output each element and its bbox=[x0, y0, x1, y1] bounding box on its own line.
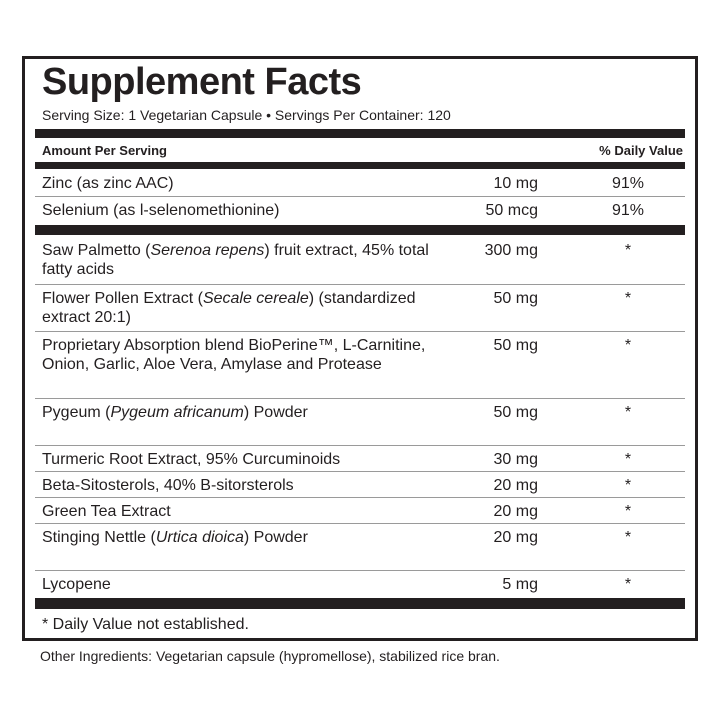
ingredient-amount: 50 mcg bbox=[485, 202, 538, 219]
name-text: ( bbox=[197, 290, 203, 307]
ingredient-name: Saw Palmetto (Serenoa repens) fruit extr… bbox=[42, 241, 462, 279]
panel-title: Supplement Facts bbox=[42, 61, 362, 103]
ingredient-amount: 20 mg bbox=[493, 477, 538, 494]
divider-thick bbox=[35, 598, 685, 609]
latin-name: Urtica dioica bbox=[155, 529, 244, 546]
ingredient-row: Proprietary Absorption blend BioPerine™,… bbox=[35, 332, 685, 399]
divider-thick bbox=[35, 225, 685, 235]
ingredient-amount: 20 mg bbox=[493, 529, 538, 546]
name-text: Beta-Sitosterols, 40% B-sitorsterols bbox=[42, 477, 294, 494]
name-text: Lycopene bbox=[42, 576, 111, 593]
name-text: Saw Palmetto ( bbox=[42, 242, 151, 259]
ingredient-row: Pygeum (Pygeum africanum) Powder 50 mg * bbox=[35, 399, 685, 446]
serving-info: Serving Size: 1 Vegetarian Capsule • Ser… bbox=[42, 107, 451, 123]
ingredient-amount: 50 mg bbox=[493, 290, 538, 307]
ingredient-amount: 10 mg bbox=[493, 175, 538, 192]
ingredient-name: Beta-Sitosterols, 40% B-sitorsterols bbox=[42, 476, 462, 495]
ingredient-name: Pygeum (Pygeum africanum) Powder bbox=[42, 403, 462, 422]
ingredient-amount: 30 mg bbox=[493, 451, 538, 468]
ingredient-daily-value: * bbox=[624, 242, 632, 259]
ingredient-amount: 50 mg bbox=[493, 337, 538, 354]
footnote: * Daily Value not established. bbox=[42, 616, 249, 633]
name-text: ) Powder bbox=[243, 404, 308, 421]
ingredient-name: Stinging Nettle (Urtica dioica) Powder bbox=[42, 528, 462, 547]
ingredient-amount: 50 mg bbox=[493, 404, 538, 421]
ingredient-daily-value: * bbox=[624, 404, 632, 421]
daily-value-header: % Daily Value bbox=[599, 143, 683, 158]
name-text: Stinging Nettle ( bbox=[42, 529, 156, 546]
ingredient-name: Green Tea Extract bbox=[42, 502, 462, 521]
name-text: Selenium (as l-selenomethionine) bbox=[42, 202, 280, 219]
ingredient-daily-value: * bbox=[624, 451, 632, 468]
name-text: Green Tea Extract bbox=[42, 503, 171, 520]
name-text: ) fruit extract, 45% total fatty acids bbox=[42, 242, 429, 278]
divider-thick bbox=[35, 129, 685, 138]
ingredient-daily-value: * bbox=[624, 290, 632, 307]
ingredient-row: Lycopene 5 mg * bbox=[35, 571, 685, 596]
ingredient-daily-value: * bbox=[624, 503, 632, 520]
ingredient-row: Stinging Nettle (Urtica dioica) Powder 20… bbox=[35, 524, 685, 571]
column-header: Amount Per Serving % Daily Value bbox=[42, 141, 683, 161]
name-text: Pygeum ( bbox=[42, 404, 111, 421]
ingredient-name: Lycopene bbox=[42, 575, 462, 594]
ingredient-amount: 5 mg bbox=[502, 576, 538, 593]
name-text: ) Powder bbox=[243, 529, 308, 546]
ingredient-name: Flower Pollen Extract (Secale cereale) (… bbox=[42, 289, 462, 327]
ingredient-daily-value: 91% bbox=[611, 202, 645, 219]
ingredient-row: Green Tea Extract 20 mg * bbox=[35, 498, 685, 524]
ingredient-row: Saw Palmetto (Serenoa repens) fruit extr… bbox=[35, 237, 685, 285]
ingredient-daily-value: * bbox=[624, 576, 632, 593]
ingredient-row: Beta-Sitosterols, 40% B-sitorsterols 20 m… bbox=[35, 472, 685, 498]
ingredient-amount: 20 mg bbox=[493, 503, 538, 520]
ingredient-row: Flower Pollen Extract (Secale cereale) (… bbox=[35, 285, 685, 332]
amount-per-serving-header: Amount Per Serving bbox=[42, 143, 167, 158]
divider-medium bbox=[35, 162, 685, 169]
ingredient-name: Proprietary Absorption blend BioPerine™,… bbox=[42, 336, 462, 374]
ingredient-daily-value: * bbox=[624, 477, 632, 494]
supplement-facts-panel: Supplement Facts Serving Size: 1 Vegetar… bbox=[22, 56, 698, 641]
name-text: Zinc (as zinc AAC) bbox=[42, 175, 174, 192]
ingredient-name: Turmeric Root Extract, 95% Curcuminoids bbox=[42, 450, 462, 469]
ingredient-daily-value: * bbox=[624, 337, 632, 354]
name-text: Flower Pollen Extract bbox=[42, 290, 198, 307]
ingredient-name: Selenium (as l-selenomethionine) bbox=[42, 201, 462, 220]
ingredient-row: Selenium (as l-selenomethionine) 50 mcg 91… bbox=[35, 197, 685, 223]
ingredient-row: Turmeric Root Extract, 95% Curcuminoids 3… bbox=[35, 446, 685, 472]
ingredient-row: Zinc (as zinc AAC) 10 mg 91% bbox=[35, 170, 685, 197]
name-text: Turmeric Root Extract, 95% Curcuminoids bbox=[42, 451, 341, 468]
latin-name: Pygeum africanum bbox=[110, 404, 244, 421]
other-ingredients: Other Ingredients: Vegetarian capsule (h… bbox=[40, 648, 500, 664]
ingredient-daily-value: * bbox=[624, 529, 632, 546]
ingredient-amount: 300 mg bbox=[484, 242, 538, 259]
name-text: Proprietary Absorption blend BioPerine™,… bbox=[42, 337, 426, 373]
latin-name: Secale cereale bbox=[202, 290, 309, 307]
latin-name: Serenoa repens bbox=[150, 242, 265, 259]
ingredient-name: Zinc (as zinc AAC) bbox=[42, 174, 462, 193]
name-text: ) (standardized extract 20:1) bbox=[42, 290, 416, 326]
ingredient-daily-value: 91% bbox=[611, 175, 645, 192]
